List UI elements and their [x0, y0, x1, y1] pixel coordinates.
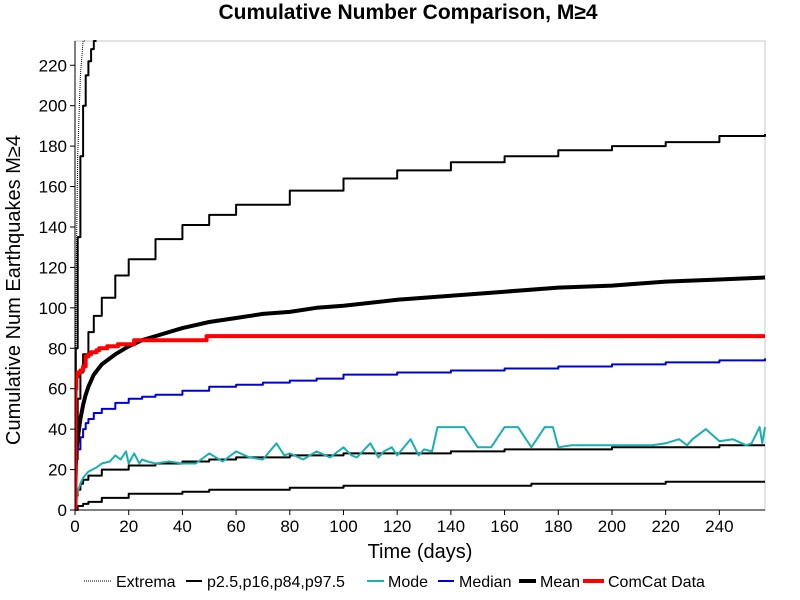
x-tick-label: 100 [329, 517, 357, 536]
y-tick-label: 120 [39, 258, 67, 277]
y-tick-label: 20 [48, 461, 67, 480]
legend: Extrema p2.5,p16,p84,p97.5 Mode Median Mean C… [84, 574, 705, 591]
series-line-p2-5-p16-p84-p97-5-5 [75, 480, 765, 511]
y-tick-label: 40 [48, 420, 67, 439]
y-tick-label: 200 [39, 97, 67, 116]
y-tick-label: 0 [58, 501, 67, 520]
chart-title: Cumulative Number Comparison, M≥4 [218, 1, 597, 24]
series-line-mean-8 [75, 275, 766, 511]
legend-label-mode: Mode [388, 574, 428, 591]
legend-label-mean: Mean [540, 574, 580, 591]
y-axis-label: Cumulative Num Earthquakes M≥4 [3, 135, 25, 445]
x-tick-label: 120 [383, 517, 411, 536]
x-tick-label: 180 [544, 517, 572, 536]
series-line-comcat-data-9 [75, 334, 765, 511]
x-tick-label: 0 [70, 517, 79, 536]
x-tick-label: 60 [227, 517, 246, 536]
y-tick-label: 180 [39, 137, 67, 156]
y-tick-label: 140 [39, 218, 67, 237]
x-tick-label: 140 [437, 517, 465, 536]
plot-frame [74, 40, 766, 511]
x-ticks: 0 20 40 60 80 100 120 140 160 180 200 220 240 [70, 510, 734, 536]
x-axis-label: Time (days) [368, 541, 473, 563]
y-tick-label: 80 [48, 339, 67, 358]
series-layer [75, 40, 766, 511]
x-tick-label: 200 [598, 517, 626, 536]
series-line-p2-5-p16-p84-p97-5-3 [75, 134, 766, 511]
x-tick-label: 40 [173, 517, 192, 536]
x-tick-label: 240 [705, 517, 733, 536]
x-tick-label: 220 [651, 517, 679, 536]
y-tick-label: 100 [39, 299, 67, 318]
y-tick-label: 220 [39, 56, 67, 75]
legend-label-comcat-data: ComCat Data [608, 574, 705, 591]
series-line-extrema-0 [75, 40, 86, 511]
x-tick-label: 20 [119, 517, 138, 536]
legend-label-median: Median [459, 574, 511, 591]
series-line-median-7 [75, 358, 766, 511]
legend-label-p2-5-p16-p84-p97-5: p2.5,p16,p84,p97.5 [207, 574, 345, 591]
x-tick-label: 80 [280, 517, 299, 536]
y-tick-label: 160 [39, 178, 67, 197]
y-tick-label: 60 [48, 380, 67, 399]
x-tick-label: 160 [490, 517, 518, 536]
legend-label-extrema: Extrema [116, 574, 176, 591]
series-line-p2-5-p16-p84-p97-5-2 [75, 40, 97, 511]
series-line-mode-6 [75, 426, 766, 511]
y-ticks: 0 20 40 60 80 100 120 140 160 180 200 220 [39, 56, 75, 520]
